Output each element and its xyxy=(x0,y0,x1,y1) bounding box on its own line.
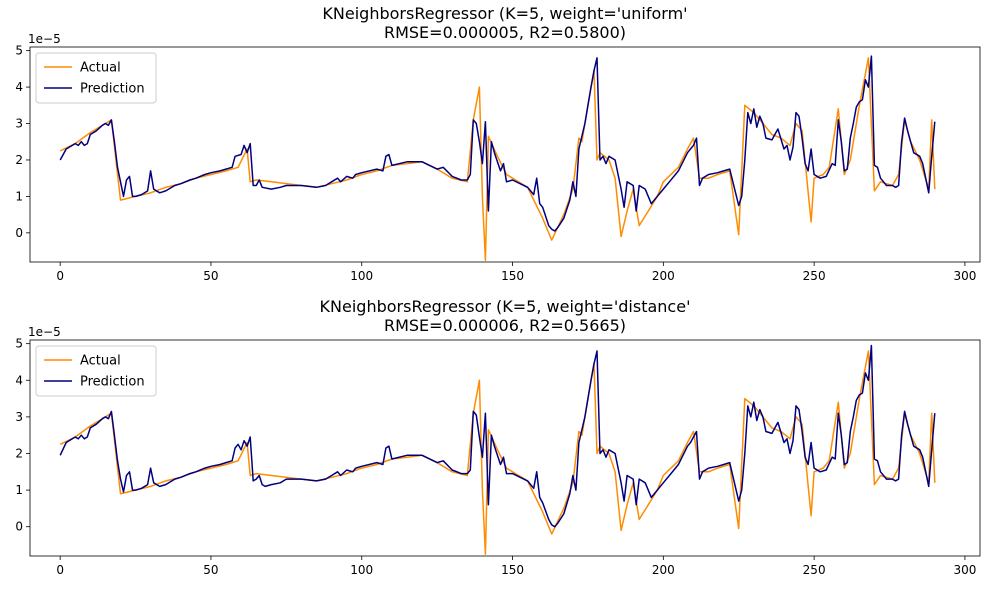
x-tick-label: 200 xyxy=(652,269,675,283)
chart-title-line-1: KNeighborsRegressor (K=5, weight='distan… xyxy=(320,297,691,316)
y-tick-label: 0 xyxy=(15,226,23,240)
x-tick-label: 300 xyxy=(953,269,976,283)
y-tick-label: 2 xyxy=(15,153,23,167)
y-offset-label: 1e−5 xyxy=(28,325,61,339)
y-tick-label: 3 xyxy=(15,117,23,131)
y-tick-label: 3 xyxy=(15,410,23,424)
legend-label-actual: Actual xyxy=(80,61,121,76)
series-line-prediction xyxy=(59,344,936,528)
x-tick-label: 250 xyxy=(803,269,826,283)
chart-title-line-2: RMSE=0.000005, R2=0.5800) xyxy=(384,23,626,42)
legend-box xyxy=(35,52,157,104)
series-line-prediction xyxy=(59,55,936,232)
x-tick-label: 150 xyxy=(501,563,524,577)
x-tick-label: 100 xyxy=(350,563,373,577)
chart-title-line-1: KNeighborsRegressor (K=5, weight='unifor… xyxy=(322,4,687,23)
legend-label-prediction: Prediction xyxy=(80,82,145,97)
x-tick-label: 200 xyxy=(652,563,675,577)
x-tick-label: 0 xyxy=(56,563,64,577)
y-tick-label: 2 xyxy=(15,446,23,460)
y-tick-label: 0 xyxy=(15,520,23,534)
x-tick-label: 0 xyxy=(56,269,64,283)
legend-label-prediction: Prediction xyxy=(80,375,145,390)
legend: Actual Prediction xyxy=(35,345,157,397)
x-tick-label: 50 xyxy=(203,563,218,577)
x-tick-label: 50 xyxy=(203,269,218,283)
y-tick-label: 4 xyxy=(15,80,23,94)
chart-panel-1: KNeighborsRegressor (K=5, weight='unifor… xyxy=(15,4,981,283)
y-tick-label: 1 xyxy=(15,483,23,497)
series-line-actual xyxy=(59,350,936,555)
x-tick-label: 150 xyxy=(501,269,524,283)
x-tick-label: 100 xyxy=(350,269,373,283)
y-tick-label: 4 xyxy=(15,373,23,387)
axes-frame xyxy=(29,46,981,263)
y-tick-label: 1 xyxy=(15,189,23,203)
y-tick-label: 5 xyxy=(15,337,23,351)
x-tick-label: 300 xyxy=(953,563,976,577)
y-tick-label: 5 xyxy=(15,44,23,58)
legend-label-actual: Actual xyxy=(80,354,121,369)
legend: Actual Prediction xyxy=(35,52,157,104)
x-tick-label: 250 xyxy=(803,563,826,577)
chart-title-line-2: RMSE=0.000006, R2=0.5665) xyxy=(384,316,626,335)
chart-panel-2: KNeighborsRegressor (K=5, weight='distan… xyxy=(15,297,981,577)
legend-box xyxy=(35,345,157,397)
y-offset-label: 1e−5 xyxy=(28,32,61,46)
series-line-actual xyxy=(59,57,936,261)
axes-frame xyxy=(29,339,981,557)
